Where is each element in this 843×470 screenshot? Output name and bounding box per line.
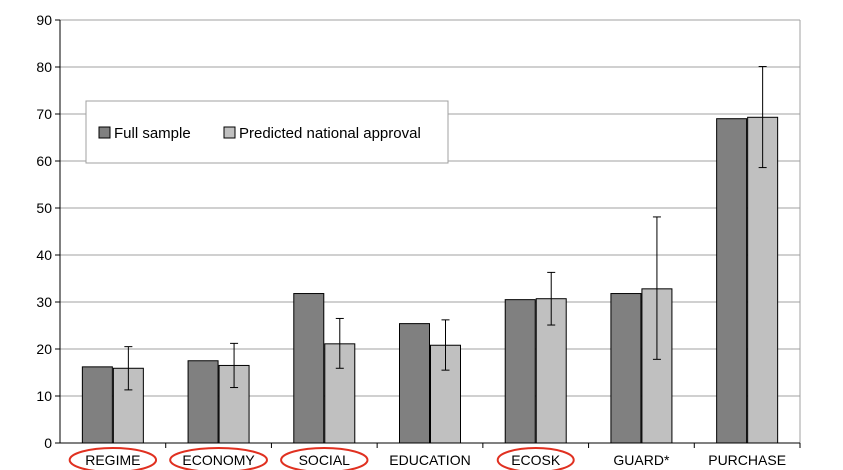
legend-label-full-sample: Full sample <box>114 125 191 142</box>
x-category-label-education: EDUCATION <box>389 452 470 468</box>
x-category-label-guard: GUARD* <box>613 452 670 468</box>
bar-full-sample-ecosk <box>504 299 536 444</box>
x-category-label-ecosk: ECOSK <box>511 452 561 468</box>
legend-swatch-predicted <box>223 126 236 139</box>
y-tick-label-50: 50 <box>36 200 52 216</box>
bar-predicted-national-approval-purchase <box>747 116 779 444</box>
bar-full-sample-regime <box>81 366 113 444</box>
axes <box>55 19 801 448</box>
highlight-circle-regime <box>68 447 158 470</box>
bar-full-sample-economy <box>187 360 219 444</box>
y-tick-label-0: 0 <box>44 435 52 451</box>
bar-full-sample-social <box>293 293 325 444</box>
legend-label-predicted: Predicted national approval <box>239 125 421 142</box>
x-category-label-social: SOCIAL <box>299 452 351 468</box>
y-tick-label-80: 80 <box>36 59 52 75</box>
bars <box>81 116 779 444</box>
legend: Full sample Predicted national approval <box>85 100 449 164</box>
x-category-labels: REGIME ECONOMY SOCIAL EDUCATION ECOSK GUARD* P… <box>68 447 786 470</box>
x-category-label-regime: REGIME <box>85 452 140 468</box>
y-tick-label-30: 30 <box>36 294 52 310</box>
y-tick-label-90: 90 <box>36 12 52 28</box>
legend-swatch-full-sample <box>98 126 111 139</box>
highlight-circle-ecosk <box>496 447 575 470</box>
y-tick-label-20: 20 <box>36 341 52 357</box>
y-tick-label-60: 60 <box>36 153 52 169</box>
highlight-circle-economy <box>169 447 268 470</box>
y-tick-label-70: 70 <box>36 106 52 122</box>
error-bars <box>124 66 767 391</box>
legend-box <box>85 100 449 164</box>
y-tick-labels: 0 10 20 30 40 50 60 70 80 90 <box>36 12 52 451</box>
bar-full-sample-guard <box>610 293 642 444</box>
x-category-label-economy: ECONOMY <box>182 452 255 468</box>
y-tick-label-40: 40 <box>36 247 52 263</box>
y-tick-label-10: 10 <box>36 388 52 404</box>
highlight-circle-social <box>280 447 369 470</box>
x-category-label-purchase: PURCHASE <box>708 452 786 468</box>
bar-full-sample-purchase <box>716 118 748 444</box>
bar-full-sample-education <box>399 323 430 444</box>
